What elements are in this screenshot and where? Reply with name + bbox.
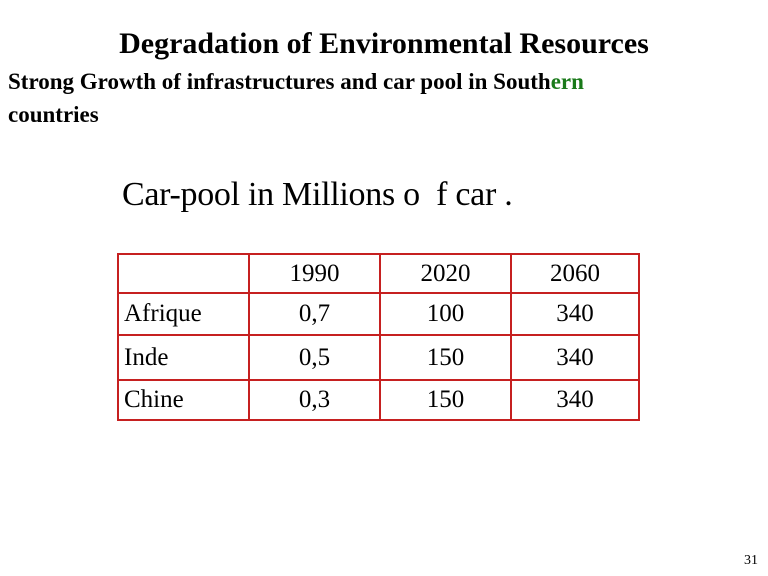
car-pool-table: 1990 2020 2060 Afrique 0,7 100 340 Inde … [117, 253, 640, 421]
slide-subtitle: Strong Growth of infrastructures and car… [8, 68, 758, 96]
page-number: 31 [744, 553, 758, 568]
subtitle-accent-text: ern [550, 69, 584, 94]
table-cell: 0,7 [248, 292, 381, 336]
row-label: Afrique [117, 292, 250, 336]
row-label: Inde [117, 334, 250, 381]
table-header-cell: 2020 [379, 253, 512, 294]
table-cell: 150 [379, 379, 512, 421]
slide-subtitle-line2: countries [8, 102, 99, 127]
table-row: Inde 0,5 150 340 [117, 334, 640, 381]
subtitle-main-text: Strong Growth of infrastructures and car… [8, 69, 551, 94]
table-cell: 340 [510, 334, 640, 381]
table-header-cell [117, 253, 250, 294]
table-header-cell: 2060 [510, 253, 640, 294]
row-label: Chine [117, 379, 250, 421]
table-header-cell: 1990 [248, 253, 381, 294]
table-cell: 150 [379, 334, 512, 381]
table-row: Afrique 0,7 100 340 [117, 292, 640, 336]
table-cell: 100 [379, 292, 512, 336]
table-cell: 340 [510, 379, 640, 421]
table-row: Chine 0,3 150 340 [117, 379, 640, 421]
table-header-row: 1990 2020 2060 [117, 253, 640, 294]
table-cell: 0,3 [248, 379, 381, 421]
slide-title: Degradation of Environmental Resources [119, 27, 649, 60]
table-caption: Car-pool in Millions o f car . [122, 176, 513, 213]
table-cell: 340 [510, 292, 640, 336]
table-cell: 0,5 [248, 334, 381, 381]
